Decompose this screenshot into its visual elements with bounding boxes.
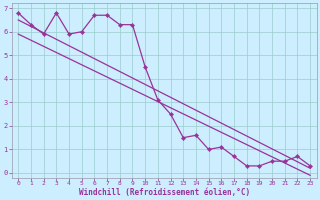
X-axis label: Windchill (Refroidissement éolien,°C): Windchill (Refroidissement éolien,°C) [79, 188, 250, 197]
